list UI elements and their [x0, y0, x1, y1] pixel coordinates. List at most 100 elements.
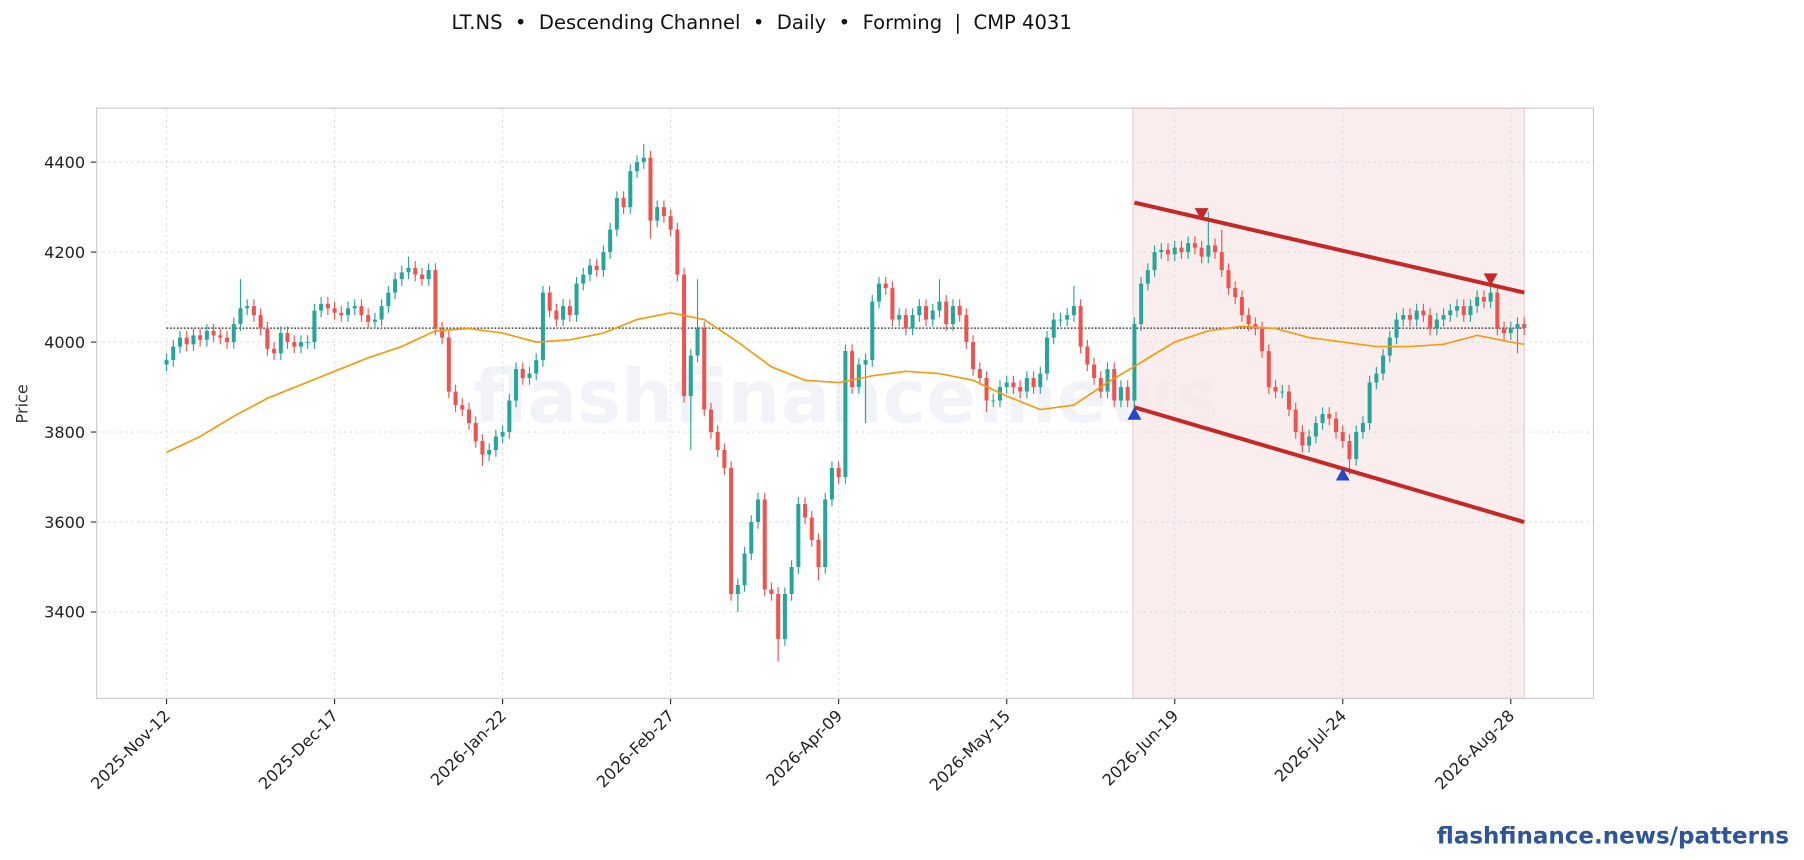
candle-body	[493, 436, 498, 451]
y-tick-label: 4200	[44, 243, 85, 262]
candle-body	[789, 566, 794, 594]
candle-body	[1045, 337, 1050, 374]
candle-body	[1334, 418, 1339, 433]
candle-body	[816, 540, 821, 567]
candle-body	[272, 348, 277, 354]
candle-body	[1051, 319, 1056, 338]
plot-frame	[96, 107, 1595, 699]
candle-body	[1340, 432, 1345, 442]
candle-body	[1152, 252, 1157, 271]
candle-body	[534, 360, 539, 374]
candle-body	[971, 342, 976, 370]
candle-body	[641, 157, 646, 163]
candle-body	[278, 333, 283, 354]
candle-body	[668, 216, 673, 230]
candle-body	[742, 553, 747, 585]
candle-body	[776, 593, 781, 639]
candle-body	[991, 400, 996, 402]
candle-body	[924, 306, 929, 320]
candle-body	[1098, 378, 1103, 392]
candle-body	[1374, 373, 1379, 383]
pattern-region	[1132, 107, 1525, 699]
candle-body	[897, 315, 902, 320]
candle-body	[950, 306, 955, 325]
candle-body	[1125, 387, 1130, 401]
candle-body	[554, 310, 559, 320]
candle-body	[393, 279, 398, 293]
candle-body	[1441, 315, 1446, 320]
candle-body	[1085, 346, 1090, 365]
candle-body	[581, 274, 586, 284]
peak-marker	[1483, 273, 1498, 286]
candle-body	[870, 301, 875, 361]
candle-body	[608, 229, 613, 253]
candle-body	[1118, 387, 1123, 401]
candle-body	[177, 337, 183, 347]
candle-body	[876, 283, 882, 302]
candle-body	[1502, 328, 1507, 334]
candle-body	[487, 450, 492, 455]
candle-body	[1481, 297, 1486, 302]
candle-body	[883, 283, 888, 289]
candle-body	[944, 301, 949, 325]
candle-body	[1018, 387, 1023, 392]
candle-body	[843, 351, 848, 478]
candle-body	[292, 342, 297, 347]
candle-body	[265, 328, 270, 349]
y-tick-label: 3400	[44, 603, 85, 622]
candle-body	[1038, 373, 1043, 388]
candle-body	[863, 360, 868, 365]
candle-body	[850, 351, 855, 388]
candle-body	[655, 207, 660, 221]
candle-body	[1199, 247, 1204, 257]
candle-body	[359, 306, 364, 316]
candle-body	[184, 337, 189, 345]
candle-body	[1428, 315, 1433, 329]
candle-body	[514, 369, 519, 401]
candle-body	[1253, 324, 1258, 329]
candle-body	[245, 306, 250, 309]
candle-body	[507, 400, 512, 433]
candle-body	[635, 162, 640, 172]
candle-body	[1260, 328, 1265, 352]
candle-body	[1421, 310, 1426, 316]
candle-body	[191, 335, 196, 345]
candle-body	[1011, 382, 1016, 388]
candle-body	[1105, 369, 1110, 392]
candle-body	[1280, 391, 1285, 393]
candle-body	[460, 405, 465, 410]
candle-body	[1360, 423, 1365, 433]
candle-body	[782, 593, 787, 639]
candle-body	[1461, 306, 1466, 316]
candle-body	[1367, 382, 1372, 424]
candle-body	[1381, 355, 1386, 374]
candle-body	[1159, 249, 1164, 253]
candle-body	[198, 335, 203, 340]
candle-body	[1401, 315, 1406, 320]
candle-body	[688, 355, 693, 397]
candle-body	[755, 499, 761, 523]
candle-body	[332, 308, 337, 313]
candle-body	[372, 319, 377, 322]
candle-body	[312, 310, 317, 343]
candle-body	[433, 270, 438, 329]
candle-body	[1004, 382, 1009, 388]
channel-line	[1133, 200, 1525, 295]
candle-body	[1226, 270, 1231, 289]
candle-body	[1024, 378, 1029, 392]
candle-body	[796, 504, 801, 567]
candle-body	[621, 198, 626, 208]
candle-body	[1186, 243, 1191, 253]
y-tick-label: 3600	[44, 513, 85, 532]
candle-body	[1031, 378, 1036, 388]
candle-body	[1179, 247, 1184, 253]
candle-body	[708, 409, 713, 433]
candle-body	[319, 303, 324, 311]
candle-body	[749, 522, 754, 554]
candle-body	[722, 450, 727, 469]
candle-body	[1112, 369, 1117, 401]
candle-body	[1293, 409, 1298, 433]
candle-body	[325, 303, 330, 309]
candle-body	[1434, 319, 1439, 329]
candle-body	[1071, 306, 1076, 316]
